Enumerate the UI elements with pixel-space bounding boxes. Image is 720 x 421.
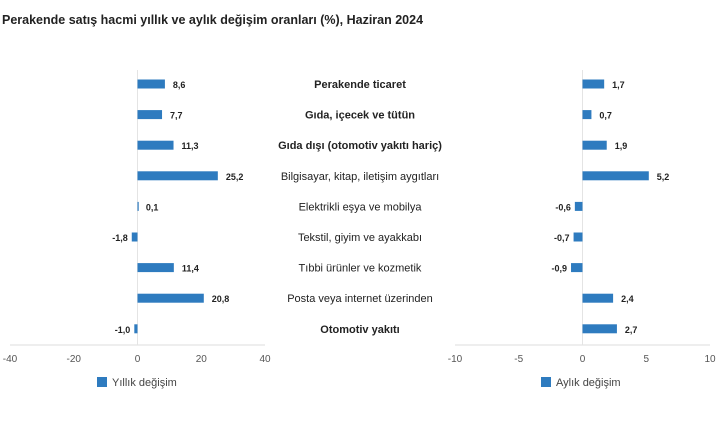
legend-swatch [97, 377, 107, 387]
bar [582, 79, 605, 89]
bar [582, 140, 607, 150]
category-label: Elektrikli eşya ve mobilya [299, 201, 423, 213]
bar [137, 201, 139, 211]
data-label: 0,7 [599, 111, 612, 121]
category-label: Posta veya internet üzerinden [287, 293, 433, 305]
x-tick-label: -5 [514, 354, 523, 365]
x-tick-label: 10 [704, 354, 716, 365]
data-label: 0,1 [146, 202, 159, 212]
category-label: Perakende ticaret [314, 79, 406, 91]
data-label: 1,7 [612, 80, 625, 90]
bar [137, 171, 218, 181]
x-tick-label: 5 [643, 354, 649, 365]
data-label: 2,4 [621, 294, 634, 304]
category-label: Tekstil, giyim ve ayakkabı [298, 232, 422, 244]
bar [137, 293, 204, 303]
x-tick-label: 20 [196, 354, 208, 365]
data-label: -0,6 [555, 202, 571, 212]
data-label: -1,0 [115, 325, 131, 335]
category-label: Otomotiv yakıtı [320, 324, 399, 336]
bar [582, 110, 592, 120]
category-label: Gıda, içecek ve tütün [305, 110, 415, 122]
category-label: Gıda dışı (otomotiv yakıtı hariç) [278, 140, 442, 152]
category-label: Bilgisayar, kitap, iletişim aygıtları [281, 171, 439, 183]
data-label: -1,8 [112, 233, 128, 243]
x-tick-label: -20 [67, 354, 82, 365]
bar [571, 263, 583, 273]
data-label: 7,7 [170, 111, 183, 121]
data-label: 11,3 [182, 141, 199, 151]
bar [574, 201, 583, 211]
chart-title: Perakende satış hacmi yıllık ve aylık de… [2, 13, 424, 27]
bar [131, 232, 138, 242]
bar [582, 171, 649, 181]
x-tick-label: -40 [3, 354, 18, 365]
legend-label: Aylık değişim [556, 377, 621, 389]
bar [573, 232, 583, 242]
bar [582, 324, 617, 334]
x-tick-label: 40 [259, 354, 271, 365]
data-label: -0,9 [552, 264, 568, 274]
data-label: 11,4 [182, 264, 199, 274]
data-label: 20,8 [212, 294, 230, 304]
data-label: -0,7 [554, 233, 570, 243]
legend-swatch [541, 377, 551, 387]
data-label: 5,2 [657, 172, 670, 182]
bar [137, 263, 174, 273]
x-tick-label: 0 [135, 354, 141, 365]
bar [137, 79, 165, 89]
x-tick-label: 0 [580, 354, 586, 365]
legend-label: Yıllık değişim [112, 377, 177, 389]
bar [137, 110, 163, 120]
data-label: 1,9 [615, 141, 628, 151]
bar [134, 324, 138, 334]
category-label: Tıbbi ürünler ve kozmetik [299, 263, 422, 275]
data-label: 2,7 [625, 325, 638, 335]
bar [137, 140, 174, 150]
bar [582, 293, 614, 303]
x-tick-label: -10 [448, 354, 463, 365]
data-label: 25,2 [226, 172, 244, 182]
data-label: 8,6 [173, 80, 186, 90]
